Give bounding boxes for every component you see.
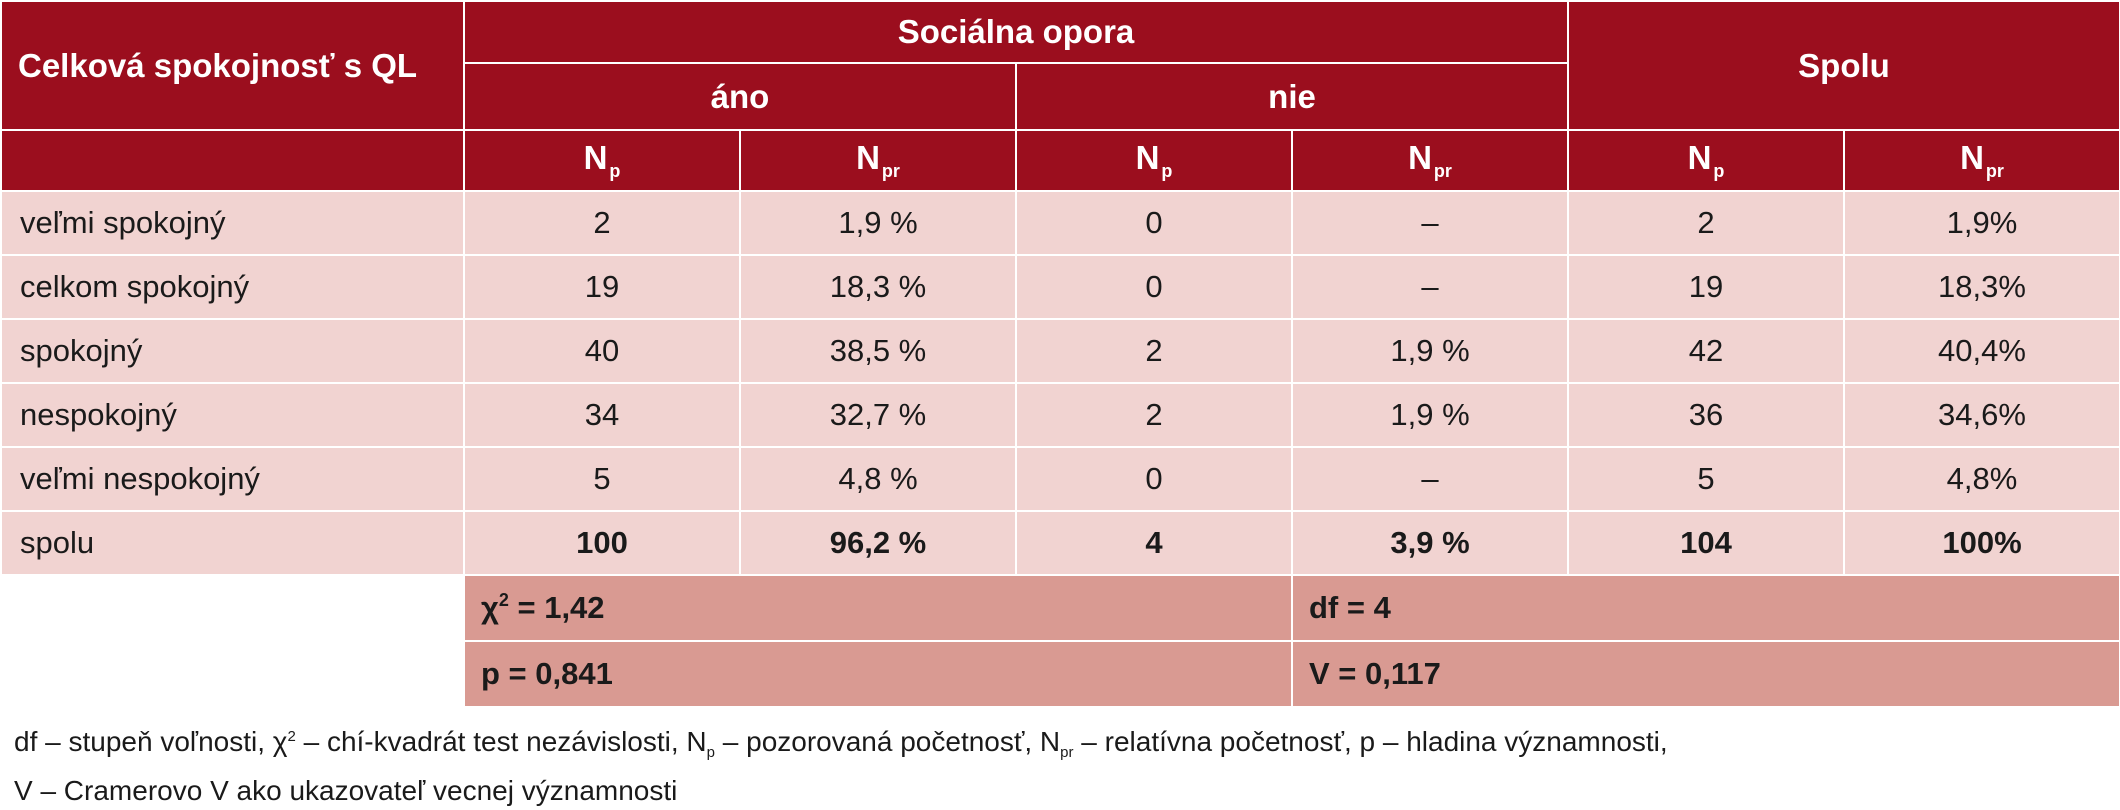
cell-no-np: 0: [1015, 446, 1293, 512]
df-stat: df = 4: [1291, 574, 2120, 642]
group-header: Sociálna opora: [463, 0, 1569, 64]
cell-no-np: 4: [1015, 510, 1293, 576]
table-wrapper: Celková spokojnosť s QL Sociálna opora S…: [0, 0, 2120, 708]
total-row: spolu 100 96,2 % 4 3,9 % 104 100%: [0, 510, 2120, 576]
row-label: veľmi spokojný: [0, 190, 465, 256]
blank-header-cell: [0, 129, 465, 192]
cell-yes-npr: 32,7 %: [739, 382, 1017, 448]
cell-no-np: 0: [1015, 190, 1293, 256]
cell-no-npr: 1,9 %: [1291, 382, 1569, 448]
cell-no-npr: 1,9 %: [1291, 318, 1569, 384]
cell-yes-np: 2: [463, 190, 741, 256]
cell-no-npr: –: [1291, 254, 1569, 320]
cell-no-np: 2: [1015, 318, 1293, 384]
row-label: spokojný: [0, 318, 465, 384]
cell-no-npr: –: [1291, 446, 1569, 512]
cell-yes-np: 40: [463, 318, 741, 384]
row-label: nespokojný: [0, 382, 465, 448]
cell-total-np: 2: [1567, 190, 1845, 256]
p-value-stat: p = 0,841: [463, 640, 1293, 708]
row-label: veľmi nespokojný: [0, 446, 465, 512]
cell-total-npr: 34,6%: [1843, 382, 2120, 448]
cell-yes-np: 5: [463, 446, 741, 512]
cell-total-np: 42: [1567, 318, 1845, 384]
table-row: veľmi spokojný 2 1,9 % 0 – 2 1,9%: [0, 190, 2120, 256]
row-label: celkom spokojný: [0, 254, 465, 320]
yes-header: áno: [463, 62, 1017, 131]
cell-yes-np: 34: [463, 382, 741, 448]
total-header: Spolu: [1567, 0, 2120, 131]
stats-row: p = 0,841 V = 0,117: [0, 640, 2120, 708]
cell-yes-npr: 38,5 %: [739, 318, 1017, 384]
footnote-line-2: V – Cramerovo V ako ukazovateľ vecnej vý…: [14, 775, 678, 806]
cell-yes-npr: 18,3 %: [739, 254, 1017, 320]
cell-total-npr: 40,4%: [1843, 318, 2120, 384]
cell-yes-npr: 1,9 %: [739, 190, 1017, 256]
cell-total-np: 104: [1567, 510, 1845, 576]
no-header: nie: [1015, 62, 1569, 131]
table-row: veľmi nespokojný 5 4,8 % 0 – 5 4,8%: [0, 446, 2120, 512]
chi-square-stat: χ2 = 1,42: [463, 574, 1293, 642]
cell-total-npr: 100%: [1843, 510, 2120, 576]
cell-no-npr: 3,9 %: [1291, 510, 1569, 576]
cell-yes-npr: 4,8 %: [739, 446, 1017, 512]
table-row: spokojný 40 38,5 % 2 1,9 % 42 40,4%: [0, 318, 2120, 384]
stats-blank-cell: [0, 574, 465, 642]
cell-yes-np: 19: [463, 254, 741, 320]
cell-total-npr: 1,9%: [1843, 190, 2120, 256]
row-label-header: Celková spokojnosť s QL: [0, 0, 465, 131]
results-table: Celková spokojnosť s QL Sociálna opora S…: [0, 0, 2120, 708]
cell-total-npr: 4,8%: [1843, 446, 2120, 512]
row-label: spolu: [0, 510, 465, 576]
cramers-v-stat: V = 0,117: [1291, 640, 2120, 708]
footnote-line-1: df – stupeň voľnosti, χ2 – chí-kvadrát t…: [14, 726, 1668, 761]
cell-no-np: 0: [1015, 254, 1293, 320]
cell-yes-npr: 96,2 %: [739, 510, 1017, 576]
cell-no-np: 2: [1015, 382, 1293, 448]
cell-total-np: 5: [1567, 446, 1845, 512]
cell-total-npr: 18,3%: [1843, 254, 2120, 320]
cell-yes-np: 100: [463, 510, 741, 576]
cell-no-npr: –: [1291, 190, 1569, 256]
footnote: df – stupeň voľnosti, χ2 – chí-kvadrát t…: [14, 718, 2104, 810]
cell-total-np: 19: [1567, 254, 1845, 320]
stats-blank-cell: [0, 640, 465, 708]
stats-row: χ2 = 1,42 df = 4: [0, 574, 2120, 642]
table-row: nespokojný 34 32,7 % 2 1,9 % 36 34,6%: [0, 382, 2120, 448]
table-row: celkom spokojný 19 18,3 % 0 – 19 18,3%: [0, 254, 2120, 320]
cell-total-np: 36: [1567, 382, 1845, 448]
